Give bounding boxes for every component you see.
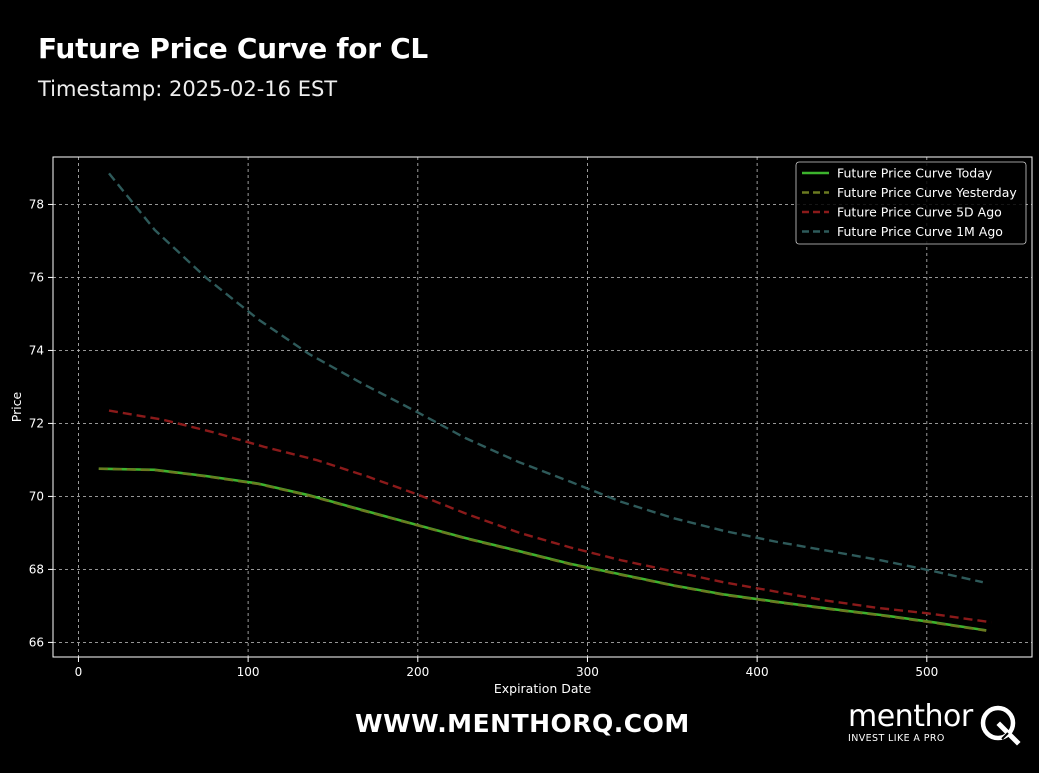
y-tick-label: 74 [29, 343, 44, 357]
series-line-onemonth [108, 172, 984, 584]
x-tick-label: 100 [237, 665, 260, 679]
x-axis-label: Expiration Date [494, 681, 592, 696]
chart-title: Future Price Curve for CL [38, 32, 428, 65]
legend-box [795, 161, 1027, 245]
menthorq-q-icon [980, 705, 1021, 746]
y-tick-label: 66 [29, 635, 44, 649]
y-axis-label: Price [9, 391, 24, 422]
series-line-today [98, 467, 987, 632]
x-tick-label: 500 [915, 665, 938, 679]
legend-label: Future Price Curve 5D Ago [837, 205, 1002, 220]
y-tick-label: 78 [29, 197, 44, 211]
brand-tagline: INVEST LIKE A PRO [848, 733, 945, 744]
x-tick-label: 0 [75, 665, 83, 679]
chart-subtitle: Timestamp: 2025-02-16 EST [38, 77, 338, 101]
series-line-fiveday [108, 409, 992, 624]
y-tick-label: 68 [29, 562, 44, 576]
legend-label: Future Price Curve Yesterday [837, 185, 1017, 200]
y-tick-label: 76 [29, 270, 44, 284]
legend-label: Future Price Curve 1M Ago [837, 224, 1003, 239]
legend-label: Future Price Curve Today [837, 166, 993, 181]
y-tick-label: 72 [29, 416, 44, 430]
brand-logo: menthor INVEST LIKE A PRO [848, 699, 973, 745]
x-tick-label: 200 [406, 665, 429, 679]
price-curve-chart: 0 100 200 300 400 500 66 68 70 72 74 76 78 Expiration… [9, 156, 1033, 696]
plot-frame [52, 156, 1033, 658]
x-tick-label: 400 [746, 665, 769, 679]
brand-name: menthor [848, 699, 973, 734]
y-tick-label: 70 [29, 489, 44, 503]
x-tick-label: 300 [576, 665, 599, 679]
series-line-yesterday [98, 467, 987, 632]
website-url: WWW.MENTHORQ.COM [355, 709, 690, 738]
